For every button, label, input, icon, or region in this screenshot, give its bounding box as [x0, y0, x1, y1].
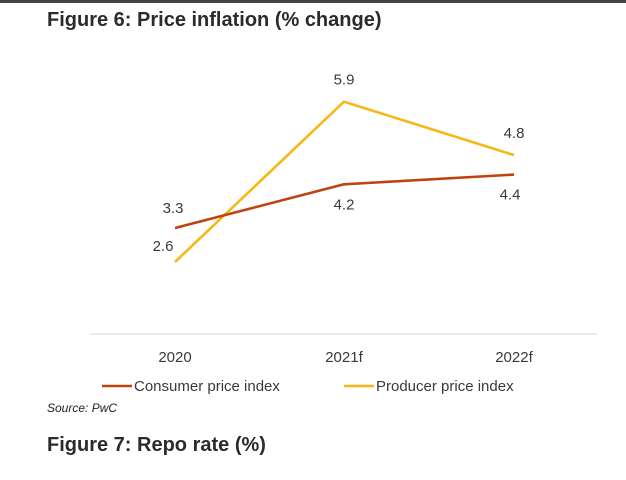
data-label: 2.6 [153, 238, 174, 255]
data-label: 4.4 [500, 187, 521, 204]
data-label: 4.2 [334, 196, 355, 213]
source-note: Source: PwC [47, 401, 118, 415]
legend-label: Consumer price index [134, 378, 280, 395]
figure-7-title: Figure 7: Repo rate (%) [47, 434, 266, 456]
x-tick-label: 2020 [158, 349, 191, 366]
x-tick-label: 2022f [495, 349, 533, 366]
top-border-line [0, 0, 626, 3]
series-line-consumer-price-index [174, 173, 515, 230]
data-label: 4.8 [504, 125, 525, 142]
x-tick-label: 2021f [325, 349, 363, 366]
data-label: 5.9 [334, 72, 355, 89]
legend-label: Producer price index [376, 378, 514, 395]
data-label: 3.3 [163, 200, 184, 217]
series-line-producer-price-index [174, 100, 515, 263]
figure-6-title: Figure 6: Price inflation (% change) [47, 9, 382, 31]
